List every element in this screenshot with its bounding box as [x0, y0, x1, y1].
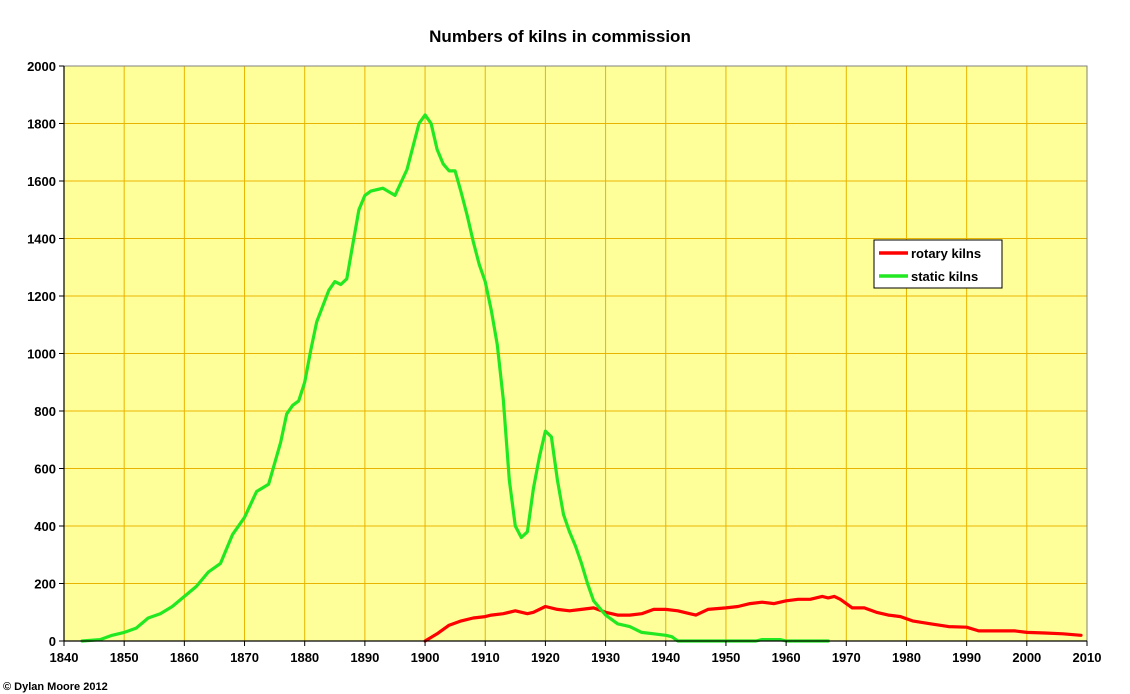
legend: rotary kilns static kilns	[873, 239, 1003, 289]
y-tick-label: 400	[34, 519, 56, 534]
x-tick-label: 1860	[170, 650, 199, 665]
x-tick-label: 2010	[1073, 650, 1102, 665]
y-tick-label: 1000	[27, 347, 56, 362]
y-tick-label: 1200	[27, 289, 56, 304]
legend-label-rotary-kilns: rotary kilns	[911, 246, 981, 261]
copyright-credit: © Dylan Moore 2012	[3, 681, 108, 693]
x-tick-label: 1990	[952, 650, 981, 665]
y-tick-label: 2000	[27, 59, 56, 74]
series-line-static-kilns	[80, 113, 830, 643]
series-layer	[80, 113, 1083, 643]
y-tick-label: 1800	[27, 117, 56, 132]
x-tick-label: 1890	[350, 650, 379, 665]
y-tick-label: 1600	[27, 174, 56, 189]
y-tick-label: 800	[34, 404, 56, 419]
x-tick-label: 1930	[591, 650, 620, 665]
x-tick-label: 1880	[290, 650, 319, 665]
legend-label-static-kilns: static kilns	[911, 269, 978, 284]
series-line-rotary-kilns	[423, 594, 1083, 643]
x-tick-label: 1970	[832, 650, 861, 665]
y-tick-label: 0	[49, 634, 56, 649]
x-tick-label: 1940	[651, 650, 680, 665]
axes: 0 200 400 600 800 1000 1200 1400 1600 1800 2000 184…	[27, 59, 1101, 665]
legend-box	[873, 239, 1003, 289]
x-tick-label: 1920	[531, 650, 560, 665]
chart-title: Numbers of kilns in commission	[429, 27, 691, 46]
grid	[64, 66, 1087, 641]
x-tick-label: 1950	[711, 650, 740, 665]
x-tick-label: 1900	[411, 650, 440, 665]
x-tick-label: 1980	[892, 650, 921, 665]
x-tick-label: 2000	[1012, 650, 1041, 665]
y-tick-label: 1400	[27, 232, 56, 247]
y-tick-label: 200	[34, 577, 56, 592]
x-tick-label: 1910	[471, 650, 500, 665]
x-tick-label: 1870	[230, 650, 259, 665]
y-tick-label: 600	[34, 462, 56, 477]
x-tick-label: 1840	[50, 650, 79, 665]
x-tick-label: 1850	[110, 650, 139, 665]
x-tick-label: 1960	[772, 650, 801, 665]
